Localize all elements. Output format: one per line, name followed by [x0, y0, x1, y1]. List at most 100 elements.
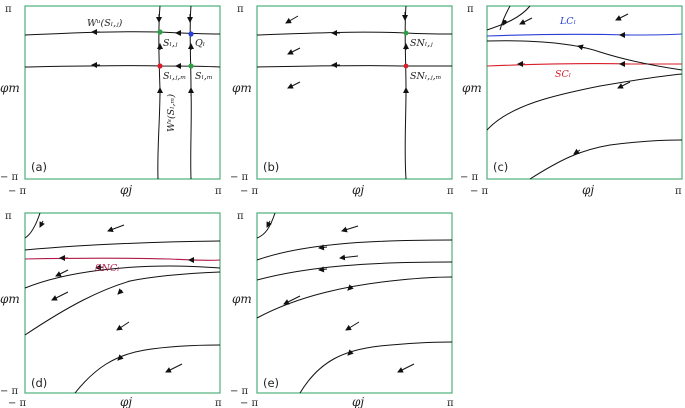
- orbit-c-low-2: [529, 139, 683, 180]
- arrow-d-low-2: [117, 354, 124, 361]
- arrow-c-top: [502, 19, 509, 26]
- field-arrow-b-1: [285, 15, 299, 24]
- orbit-e-mid: [256, 276, 453, 319]
- horizontal-curve-lower: [24, 65, 221, 68]
- panel-a-label: (a): [31, 160, 47, 174]
- panel-a-x-tick-pi: π: [215, 186, 222, 197]
- orbit-d-top-1: [24, 212, 41, 239]
- panel-b: π − π − π π φm φj (b) SNₗ,ⱼ SNₗ,ⱼ,ₘ: [230, 4, 454, 197]
- label-ws: Wˢ(Sₗ,ₘ): [166, 94, 177, 132]
- panel-b-label: (b): [263, 160, 279, 174]
- orbit-e-top-3: [256, 261, 453, 281]
- orbit-c-top-1: [499, 5, 511, 31]
- panel-e-x-tick-minus-pi: − π: [240, 398, 259, 408]
- label-s-lj: Sₗ,ⱼ: [163, 38, 178, 49]
- panel-d-x-tick-minus-pi: − π: [8, 398, 27, 408]
- orbit-e-top-2: [256, 239, 453, 261]
- panel-a-x-tick-minus-pi: − π: [8, 186, 27, 197]
- arrow-d-top: [39, 220, 45, 228]
- field-arrow-d-5: [165, 363, 183, 373]
- arrow-e-top-3: [318, 266, 328, 273]
- panel-e-y-tick-minus-pi: − π: [230, 386, 249, 397]
- panel-b-y-label: φm: [232, 81, 252, 95]
- panel-c-label: (c): [493, 160, 508, 174]
- panel-c-x-label: φj: [582, 183, 594, 197]
- arrow-e-top: [266, 220, 272, 228]
- panel-e-x-tick-pi: π: [447, 398, 454, 408]
- orbit-c-mid: [486, 40, 683, 71]
- panel-e: π − π − π π φm φj (e): [230, 211, 454, 408]
- node-s-ljm: [157, 63, 163, 69]
- panel-c-y-label: φm: [462, 81, 482, 95]
- field-arrow-e-3: [283, 295, 301, 305]
- panel-a-y-tick-minus-pi: − π: [0, 172, 19, 183]
- field-arrow-d-3: [51, 291, 69, 301]
- panel-a: π − π − π π φm φj (a) Wᵘ(Sₗ,ⱼ) Sₗ,ⱼ Qₗ S…: [0, 4, 222, 197]
- curve-b-lower: [256, 65, 452, 68]
- orbit-d-mid: [24, 265, 221, 289]
- arrow-c-mid: [577, 44, 586, 51]
- orbit-d-low-1: [24, 271, 221, 336]
- node-q-l: [188, 31, 194, 37]
- field-arrow-c-2: [615, 13, 629, 21]
- field-arrow-e-1: [341, 225, 359, 233]
- arrow-d-mid: [95, 264, 104, 271]
- label-s-ljm: Sₗ,ⱼ,ₘ: [163, 71, 186, 82]
- panel-d-x-tick-pi: π: [215, 398, 222, 408]
- panel-e-y-label: φm: [232, 292, 252, 306]
- node-s-lm: [188, 63, 194, 69]
- panel-d-y-tick-minus-pi: − π: [0, 386, 19, 397]
- panel-a-x-label: φj: [120, 183, 132, 197]
- panel-c: π − π − π π φm φj (c) LCₗ SCₗ: [460, 4, 683, 197]
- node-sn-ljm: [403, 63, 409, 69]
- arrow-c-low: [573, 148, 581, 155]
- field-arrow-c-3: [617, 81, 631, 89]
- panel-a-y-label: φm: [0, 81, 20, 95]
- panel-b-x-tick-minus-pi: − π: [240, 186, 259, 197]
- label-sn-lj: SNₗ,ⱼ: [410, 38, 433, 49]
- node-s-lj: [157, 29, 163, 35]
- label-snc: SNCₗ: [95, 263, 119, 274]
- arrow-e-top-2: [318, 244, 328, 251]
- label-sc: SCₗ: [555, 69, 571, 80]
- orbit-d-top-2: [24, 240, 221, 251]
- panel-c-y-tick-pi: π: [467, 4, 474, 15]
- panel-e-x-label: φj: [352, 395, 364, 408]
- arrow-e-low: [347, 349, 354, 356]
- field-arrow-e-4: [345, 321, 360, 331]
- panel-d-label: (d): [31, 376, 47, 390]
- orbit-e-top-1: [256, 212, 276, 239]
- arrow-d-low-1: [117, 288, 124, 295]
- panel-a-y-tick-pi: π: [5, 4, 12, 15]
- panel-d-x-label: φj: [120, 395, 132, 408]
- label-s-lm: Sₗ,ₘ: [195, 71, 213, 82]
- field-arrow-b-2: [287, 47, 301, 55]
- field-arrow-b-3: [287, 81, 301, 89]
- panel-e-y-tick-pi: π: [237, 211, 244, 222]
- panel-c-y-tick-minus-pi: − π: [460, 172, 479, 183]
- orbit-c-top-2: [486, 5, 531, 31]
- panel-b-y-tick-minus-pi: − π: [230, 172, 249, 183]
- field-arrow-d-4: [116, 321, 130, 331]
- panel-b-x-tick-pi: π: [447, 186, 454, 197]
- label-lc: LCₗ: [559, 16, 576, 27]
- panel-d-y-label: φm: [0, 292, 20, 306]
- label-q-l: Qₗ: [195, 38, 205, 49]
- field-arrow-e-5: [397, 363, 415, 373]
- orbit-e-low: [299, 341, 453, 394]
- panel-b-frame: [256, 5, 453, 180]
- orbit-c-low-1: [486, 73, 683, 131]
- orbit-d-low-2: [74, 344, 221, 394]
- field-arrow-d-2: [55, 269, 69, 277]
- arrow-e-mid: [347, 284, 354, 291]
- panel-e-label: (e): [263, 376, 279, 390]
- panel-c-x-tick-pi: π: [675, 186, 682, 197]
- curve-b-upper: [256, 31, 453, 36]
- panel-d-frame: [24, 212, 221, 394]
- panel-d-y-tick-pi: π: [5, 211, 12, 222]
- panel-a-frame: [24, 5, 221, 180]
- unstable-manifold-curve-upper: [24, 31, 221, 36]
- panel-c-frame: [486, 5, 683, 180]
- field-arrow-c-1: [519, 17, 533, 25]
